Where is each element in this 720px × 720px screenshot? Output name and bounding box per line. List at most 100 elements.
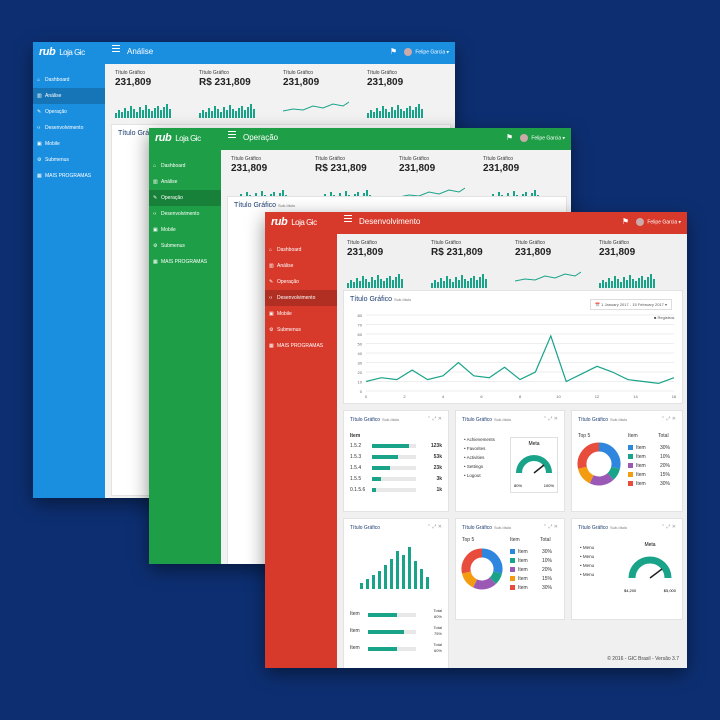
sidebar-item-submenus[interactable]: ⚙ Submenus [265, 322, 337, 338]
spark-bar [347, 283, 349, 288]
spark-bar [199, 113, 201, 118]
cart-icon: ▣ [269, 311, 274, 317]
sidebar-item-operacao[interactable]: ✎ Operação [33, 104, 105, 120]
menu-item[interactable]: • Settings [464, 464, 484, 469]
legend-item: Item [510, 558, 528, 564]
donut-slice [607, 466, 620, 480]
sidebar-item-mais-programas[interactable]: ▦ MAIS PROGRAMAS [149, 254, 221, 270]
spark-bar [163, 107, 165, 118]
spark-bar [647, 277, 649, 288]
sidebar-item-operacao[interactable]: ✎ Operação [265, 274, 337, 290]
gauge-label: Meta [528, 441, 540, 447]
sidebar-item-dashboard[interactable]: ⌂ Dashboard [149, 158, 221, 174]
bar [426, 577, 429, 589]
menu-icon[interactable] [112, 48, 120, 49]
spark-bar [602, 280, 604, 288]
spark-bar [250, 104, 252, 118]
sidebar-item-mobile[interactable]: ▣ Mobile [265, 306, 337, 322]
bell-icon[interactable]: ⚑ [621, 217, 629, 226]
topbar: Desenvolvimento ⚑ Felipe Garcia ▾ [337, 212, 687, 234]
spark-bar [365, 279, 367, 288]
sidebar-item-analise[interactable]: ▥ Análise [33, 88, 105, 104]
user-menu[interactable]: Felipe Garcia ▾ [520, 134, 565, 142]
spark-bar [464, 279, 466, 288]
sidebar-item-mobile[interactable]: ▣ Mobile [149, 222, 221, 238]
sidebar-item-dashboard[interactable]: ⌂ Dashboard [33, 72, 105, 88]
sidebar: rub Loja Gic ⌂ Dashboard ▥ Análise ✎ Operaçã… [265, 212, 337, 668]
spark-bar [403, 111, 405, 118]
donut-slice [461, 548, 483, 574]
bell-icon[interactable]: ⚑ [505, 133, 513, 142]
spark-bar [362, 276, 364, 288]
bar [378, 571, 381, 589]
spark-bar [406, 108, 408, 118]
menu-item[interactable]: • Menu [580, 545, 595, 550]
menu-item[interactable]: • Favorites [464, 446, 486, 451]
spark-bar [449, 279, 451, 288]
spark-bar [611, 281, 613, 288]
sidebar-item-dashboard[interactable]: ⌂ Dashboard [265, 242, 337, 258]
legend-item: Item [510, 576, 528, 582]
menu-item[interactable]: • Logout [464, 473, 481, 478]
spark-bar [160, 110, 162, 118]
content: Título Gráfico 231,809 Título Gráfico R$ 2… [337, 234, 687, 668]
spark-bar [383, 281, 385, 288]
sidebar-item-analise[interactable]: ▥ Análise [149, 174, 221, 190]
sidebar-item-desenvolvimento[interactable]: ‹› Desenvolvimento [265, 290, 337, 306]
y-tick-label: 20 [358, 370, 363, 375]
list-item-label: 1.5.4 [350, 465, 362, 471]
spark-bar [476, 280, 478, 288]
user-menu[interactable]: Felipe Garcia ▾ [404, 48, 449, 56]
home-icon: ⌂ [269, 247, 273, 253]
progress-bar [372, 488, 416, 492]
panel-tools[interactable]: ⌃ ⤢ ✕ [660, 524, 676, 530]
window-desenvolvimento: rub Loja Gic ⌂ Dashboard ▥ Análise ✎ Operaçã… [265, 212, 687, 668]
list-item-value: 53k [433, 454, 442, 460]
menu-item[interactable]: • Menu [580, 563, 595, 568]
spark-bar [409, 106, 411, 118]
bell-icon[interactable]: ⚑ [389, 47, 397, 56]
gear-icon: ⚙ [37, 157, 42, 163]
bar [360, 583, 363, 589]
menu-item[interactable]: • Menu [580, 554, 595, 559]
panel-tools[interactable]: ⌃ ⤢ ✕ [426, 524, 442, 530]
sidebar-item-submenus[interactable]: ⚙ Submenus [33, 152, 105, 168]
sidebar-item-desenvolvimento[interactable]: ‹› Desenvolvimento [149, 206, 221, 222]
sidebar-item-analise[interactable]: ▥ Análise [265, 258, 337, 274]
donut-slice [598, 442, 621, 469]
spark-bar [479, 277, 481, 288]
panel-tools[interactable]: ⌃ ⤢ ✕ [542, 416, 558, 422]
stat-card: Título Gráfico 231,809 [231, 156, 307, 204]
panel-tools[interactable]: ⌃ ⤢ ✕ [542, 524, 558, 530]
menu-item[interactable]: • Achievements [464, 437, 495, 442]
sidebar-item-operacao[interactable]: ✎ Operação [149, 190, 221, 206]
spark-bar [232, 109, 234, 118]
user-menu[interactable]: Felipe Garcia ▾ [636, 218, 681, 226]
date-range-picker[interactable]: 📅 1 January 2017 - 15 February 2017 ▾ [590, 299, 672, 310]
sidebar-item-mais-programas[interactable]: ▦ MAIS PROGRAMAS [265, 338, 337, 354]
sidebar-item-mobile[interactable]: ▣ Mobile [33, 136, 105, 152]
menu-gauge-panel: Título Gráfico Sub-título ⌃ ⤢ ✕ • Achieve… [455, 410, 565, 512]
logo[interactable]: rub Loja Gic [271, 216, 317, 228]
sidebar-item-submenus[interactable]: ⚙ Submenus [149, 238, 221, 254]
donut-slice [578, 466, 594, 484]
legend-value: 10% [542, 558, 553, 564]
total-value: 75% [433, 631, 442, 636]
sidebar-item-mais-programas[interactable]: ▦ MAIS PROGRAMAS [33, 168, 105, 184]
spark-bar [376, 108, 378, 118]
logo[interactable]: rub Loja Gic [155, 132, 201, 144]
menu-icon[interactable] [344, 218, 352, 219]
spark-bar [154, 108, 156, 118]
logo[interactable]: rub Loja Gic [39, 46, 85, 58]
panel-tools[interactable]: ⌃ ⤢ ✕ [660, 416, 676, 422]
bar [390, 559, 393, 589]
menu-item[interactable]: • Menu [580, 572, 595, 577]
menu-icon[interactable] [228, 134, 236, 135]
x-tick-label: 4 [442, 394, 445, 399]
list-item-value: 1k [436, 487, 442, 493]
bar [408, 547, 411, 589]
panel-tools[interactable]: ⌃ ⤢ ✕ [426, 416, 442, 422]
spark-bar [653, 279, 655, 288]
menu-item[interactable]: • Activities [464, 455, 485, 460]
sidebar-item-desenvolvimento[interactable]: ‹› Desenvolvimento [33, 120, 105, 136]
